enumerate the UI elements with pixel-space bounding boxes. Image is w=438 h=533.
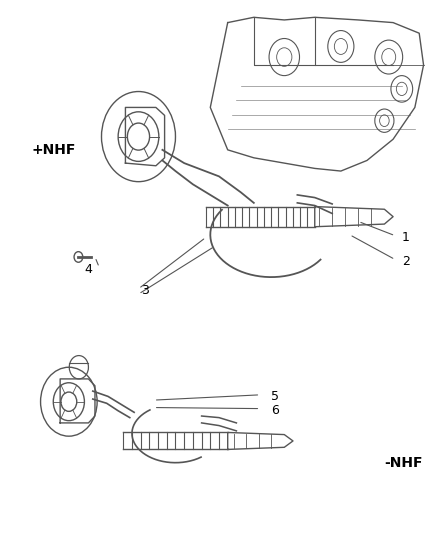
Circle shape — [74, 252, 83, 262]
Text: 4: 4 — [84, 263, 92, 276]
Text: +NHF: +NHF — [32, 143, 76, 157]
Text: 6: 6 — [271, 404, 279, 417]
Text: 3: 3 — [141, 284, 148, 297]
Text: 2: 2 — [402, 255, 410, 268]
Text: 1: 1 — [402, 231, 410, 244]
Text: -NHF: -NHF — [385, 456, 423, 470]
Text: 5: 5 — [271, 390, 279, 403]
